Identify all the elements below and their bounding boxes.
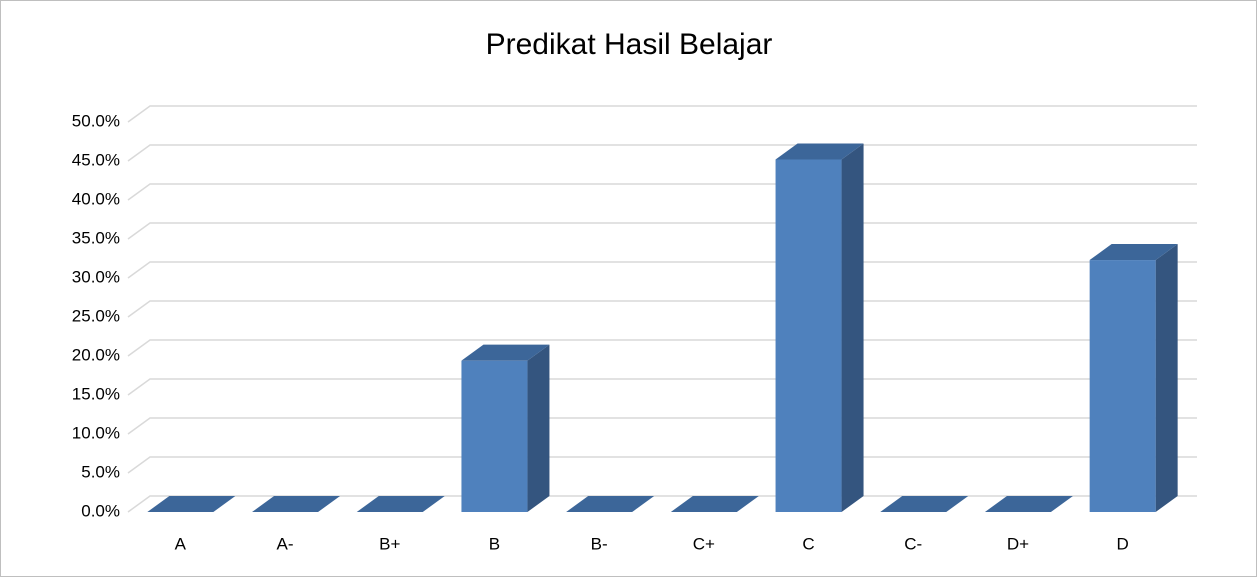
bar-top xyxy=(147,496,236,512)
y-tick-label: 15.0% xyxy=(72,384,120,403)
x-tick-label: B+ xyxy=(379,534,400,553)
bar-top xyxy=(880,496,969,512)
bar xyxy=(984,496,1073,512)
bar xyxy=(147,496,236,512)
bar-top xyxy=(1089,244,1178,261)
bar-front xyxy=(461,360,528,512)
bar-top xyxy=(356,496,445,512)
x-tick-label: D xyxy=(1117,534,1129,553)
y-tick-label: 5.0% xyxy=(81,462,120,481)
x-tick-label: C- xyxy=(904,534,922,553)
x-tick-label: D+ xyxy=(1007,534,1029,553)
bar-top xyxy=(775,143,864,160)
y-tick-label: 0.0% xyxy=(81,501,120,520)
bar-top xyxy=(252,496,341,512)
bar-side xyxy=(527,344,550,512)
bar-front xyxy=(775,159,842,512)
x-tick-label: C xyxy=(802,534,814,553)
bar xyxy=(775,143,864,512)
bar xyxy=(1089,244,1178,512)
bar xyxy=(356,496,445,512)
bar xyxy=(670,496,759,512)
y-tick-label: 35.0% xyxy=(72,228,120,247)
x-tick-label: B- xyxy=(591,534,608,553)
bar-top xyxy=(984,496,1073,512)
bar xyxy=(461,344,550,512)
y-tick-label: 25.0% xyxy=(72,306,120,325)
x-tick-label: A xyxy=(175,534,187,553)
y-tick-label: 45.0% xyxy=(72,150,120,169)
x-tick-label: A- xyxy=(277,534,294,553)
x-tick-label: B xyxy=(489,534,500,553)
y-tick-label: 10.0% xyxy=(72,423,120,442)
bar xyxy=(252,496,341,512)
bar-side xyxy=(841,143,864,512)
bar-top xyxy=(670,496,759,512)
bar-side xyxy=(1155,244,1178,512)
y-tick-label: 40.0% xyxy=(72,189,120,208)
y-tick-label: 30.0% xyxy=(72,267,120,286)
grid-line xyxy=(127,105,1197,123)
x-tick-label: C+ xyxy=(693,534,715,553)
chart-title: Predikat Hasil Belajar xyxy=(486,28,773,61)
bar-front xyxy=(1089,260,1156,512)
bar xyxy=(566,496,655,512)
bar-top xyxy=(566,496,655,512)
bar xyxy=(880,496,969,512)
y-tick-label: 50.0% xyxy=(72,111,120,130)
y-tick-label: 20.0% xyxy=(72,345,120,364)
bar-top xyxy=(461,344,550,361)
